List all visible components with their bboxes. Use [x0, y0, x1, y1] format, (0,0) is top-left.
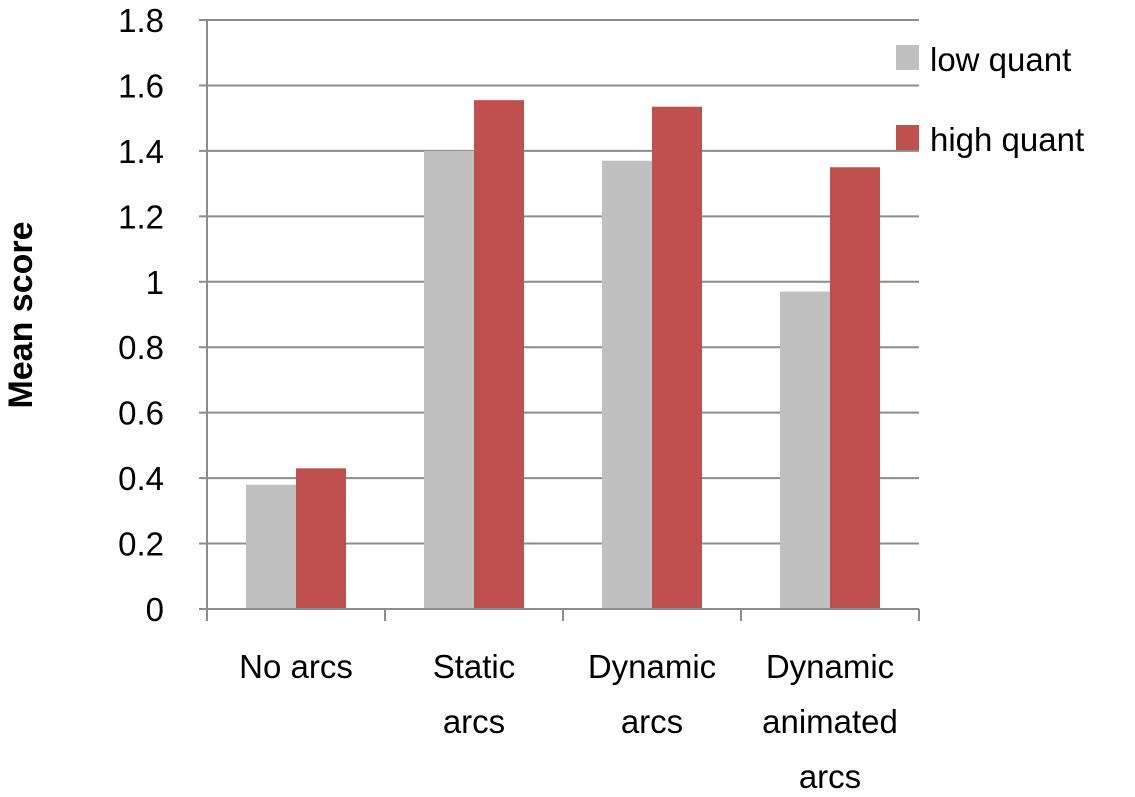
bar-high-quant	[830, 167, 880, 609]
x-category-label: No arcs	[239, 648, 353, 685]
x-category-label: Static arcs	[433, 648, 516, 740]
bars	[246, 100, 880, 610]
legend-label: high quant	[930, 121, 1084, 158]
legend-swatch	[896, 125, 919, 150]
x-category-labels: No arcs Static arcs Dynamic arcs Dynamic anima…	[239, 648, 898, 795]
y-tick-labels: 0 0.2 0.4 0.6 0.8 1 1.2 1.4 1.6 1.8	[118, 2, 164, 628]
y-tick-label: 0.6	[118, 395, 164, 432]
bar-high-quant	[652, 106, 702, 609]
bar-low-quant	[246, 484, 296, 609]
legend-swatch	[896, 45, 919, 70]
y-axis-title: Mean score	[2, 221, 40, 408]
y-tick-label: 1.4	[118, 133, 164, 170]
y-tick-label: 0.8	[118, 329, 164, 366]
bar-high-quant	[474, 100, 524, 610]
legend-label: low quant	[930, 41, 1071, 78]
x-category-label: Dynamic arcs	[588, 648, 716, 740]
y-tick-label: 1.2	[118, 198, 164, 235]
bar-low-quant	[424, 150, 474, 609]
y-tick-label: 0.4	[118, 460, 164, 497]
y-tick-label: 1.8	[118, 2, 164, 39]
legend: low quant high quant	[896, 41, 1084, 158]
y-tick-label: 1.6	[118, 67, 164, 104]
y-tick-label: 1	[146, 264, 164, 301]
y-tick-label: 0	[146, 591, 164, 628]
bar-low-quant	[602, 160, 652, 609]
axes	[199, 19, 920, 621]
bar-low-quant	[780, 291, 830, 609]
bar-high-quant	[296, 468, 346, 609]
x-category-label: Dynamic animated arcs	[762, 648, 898, 795]
y-tick-label: 0.2	[118, 526, 164, 563]
